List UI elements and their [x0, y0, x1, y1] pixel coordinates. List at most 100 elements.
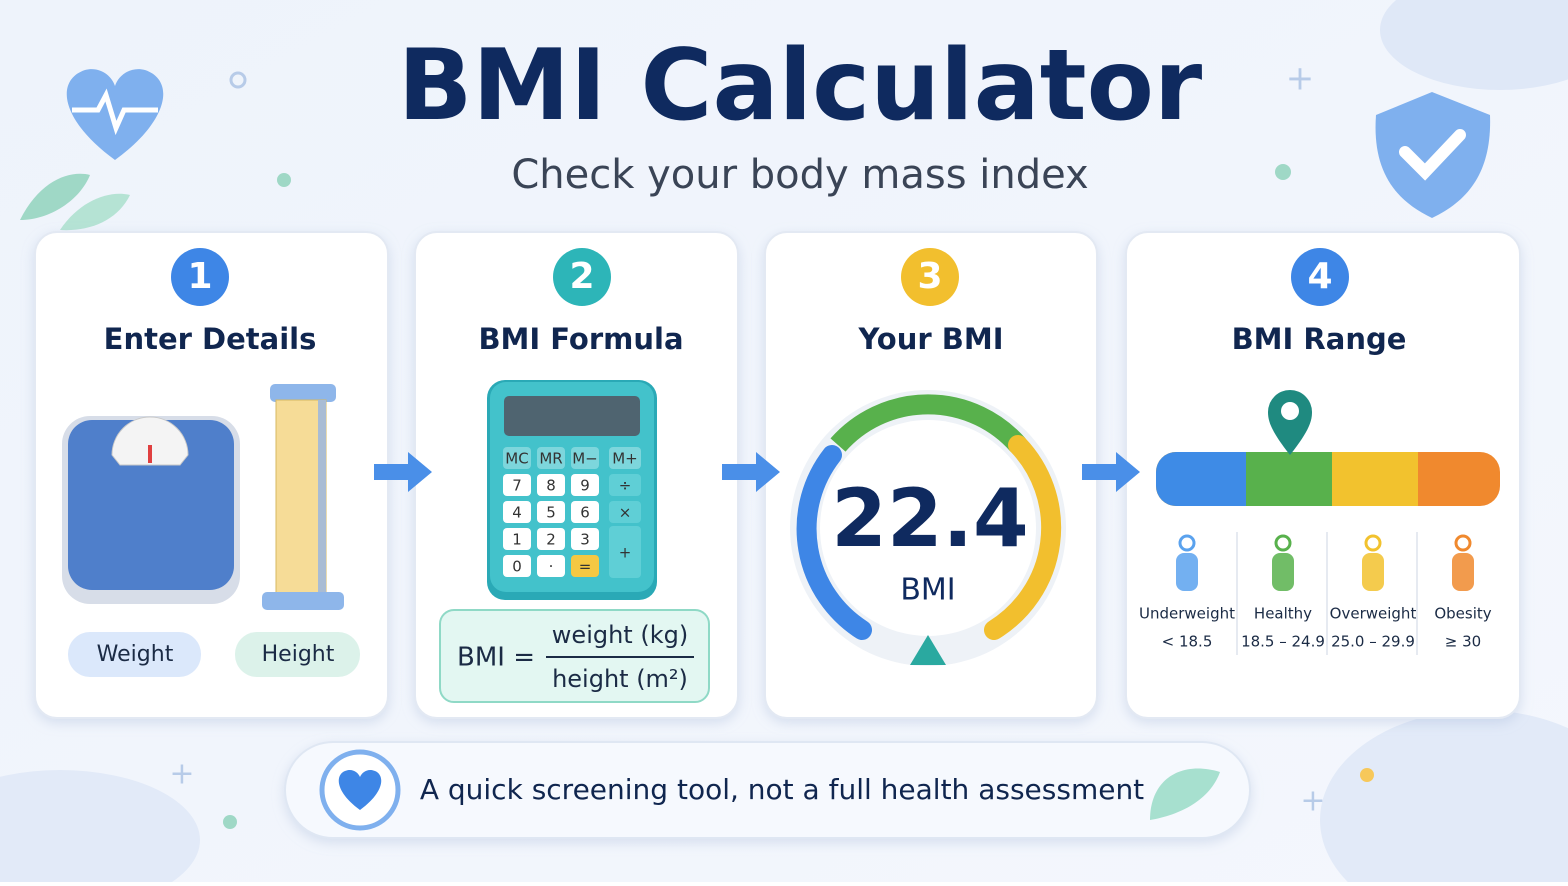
calc-key: [571, 474, 599, 496]
calc-key: [571, 555, 599, 577]
formula-lhs: BMI =: [457, 643, 535, 673]
input-label: Height: [262, 642, 335, 667]
calc-key: [537, 447, 565, 469]
label-pill: [235, 632, 360, 677]
shield-icon: [1375, 92, 1491, 218]
calc-key: [537, 474, 565, 496]
bmi-unit: BMI: [900, 573, 955, 608]
formula-denominator: height (m²): [552, 665, 688, 693]
input-label: Weight: [97, 642, 174, 667]
gauge: [790, 390, 1066, 666]
person-head: [1274, 534, 1292, 552]
calc-key: [503, 501, 531, 523]
person-body: [1452, 553, 1474, 591]
range-value: < 18.5: [1162, 633, 1213, 651]
calc-key-label: 6: [580, 504, 590, 522]
calc-key-label: +: [619, 544, 632, 562]
range-label: Underweight: [1139, 605, 1235, 623]
calc-key: [571, 528, 599, 550]
scale-illustration: [62, 416, 240, 604]
calc-key: [537, 528, 565, 550]
calc-key-label: 1: [512, 531, 522, 549]
calc-key: [503, 474, 531, 496]
step-title: BMI Formula: [478, 322, 683, 356]
range-label: Healthy: [1254, 605, 1312, 623]
step-number: 4: [1307, 256, 1332, 297]
calc-key: [503, 555, 531, 577]
step-number: 1: [187, 256, 212, 297]
heart-icon: [66, 69, 164, 160]
calc-key-label: M+: [612, 450, 638, 468]
calc-key-label: 4: [512, 504, 522, 522]
calc-key-label: 5: [546, 504, 556, 522]
calc-key-label: ×: [619, 504, 632, 522]
range-value: 18.5 – 24.9: [1241, 633, 1325, 651]
blob: [0, 770, 200, 886]
step-badge: [901, 248, 959, 306]
step-title: BMI Range: [1232, 322, 1407, 356]
person-head: [1454, 534, 1472, 552]
person-body: [1362, 553, 1384, 591]
calc-key-label: MC: [505, 450, 528, 468]
heart: [338, 769, 382, 810]
formula-numerator: weight (kg): [552, 621, 688, 649]
range-bar: [1156, 390, 1500, 506]
step-number: 3: [917, 256, 942, 297]
calc-key: [571, 501, 599, 523]
step-title: Enter Details: [104, 322, 317, 356]
person-head: [1178, 534, 1196, 552]
footer-pill: [284, 741, 1251, 839]
calculator-keys: MC MR M− M+ 7 8 9 ÷ 4 5 6 × 1 2 3 +0 · =: [503, 447, 641, 578]
range-value: 25.0 – 29.9: [1331, 633, 1415, 651]
step-number: 2: [569, 256, 594, 297]
label-pill: [68, 632, 201, 677]
calc-key-label: 3: [580, 531, 590, 549]
blob: [1320, 710, 1568, 886]
calc-key-label: 7: [512, 477, 522, 495]
title: BMI Calculator: [398, 29, 1203, 143]
bmi-value: 22.4: [831, 472, 1028, 565]
arrows: [374, 452, 1140, 492]
person-head: [1364, 534, 1382, 552]
dot: [277, 173, 291, 187]
calc-key-label: ·: [549, 558, 554, 576]
blob: [1380, 0, 1568, 90]
range-label: Obesity: [1434, 605, 1491, 623]
ruler-illustration: [262, 384, 344, 610]
plus: +: [1286, 59, 1315, 99]
range-legend: Underweight < 18.5 Healthy 18.5 – 24.9 Overw…: [1139, 532, 1492, 655]
calc-key: [503, 447, 531, 469]
dot: [223, 815, 237, 829]
calc-key: [609, 501, 641, 523]
calc-key: [571, 447, 599, 469]
calc-key-label: ÷: [619, 477, 632, 495]
footer-text: A quick screening tool, not a full healt…: [420, 773, 1144, 806]
calc-key-label: 8: [546, 477, 556, 495]
dot: [229, 71, 247, 89]
calc-key: [609, 447, 641, 469]
step-title: Your BMI: [857, 322, 1003, 356]
plus: +: [1300, 784, 1325, 819]
calc-key-label: MR: [539, 450, 562, 468]
step-badge: [553, 248, 611, 306]
calc-key-label: 9: [580, 477, 590, 495]
leaf: [60, 193, 130, 231]
step-badge: [171, 248, 229, 306]
person-body: [1176, 553, 1198, 591]
calc-key-label: M−: [572, 450, 598, 468]
dot: [1275, 164, 1291, 180]
calc-key-label: 0: [512, 558, 522, 576]
calc-key: [609, 474, 641, 496]
calc-key: [537, 501, 565, 523]
calc-key-label: 2: [546, 531, 556, 549]
range-label: Overweight: [1330, 605, 1417, 623]
subtitle: Check your body mass index: [511, 152, 1088, 198]
dot: [1360, 768, 1374, 782]
leaf: [20, 173, 90, 220]
calc-key: [503, 528, 531, 550]
plus: +: [169, 757, 194, 792]
calc-key: [609, 526, 641, 578]
step-badge: [1291, 248, 1349, 306]
calc-key-label: =: [579, 558, 592, 576]
